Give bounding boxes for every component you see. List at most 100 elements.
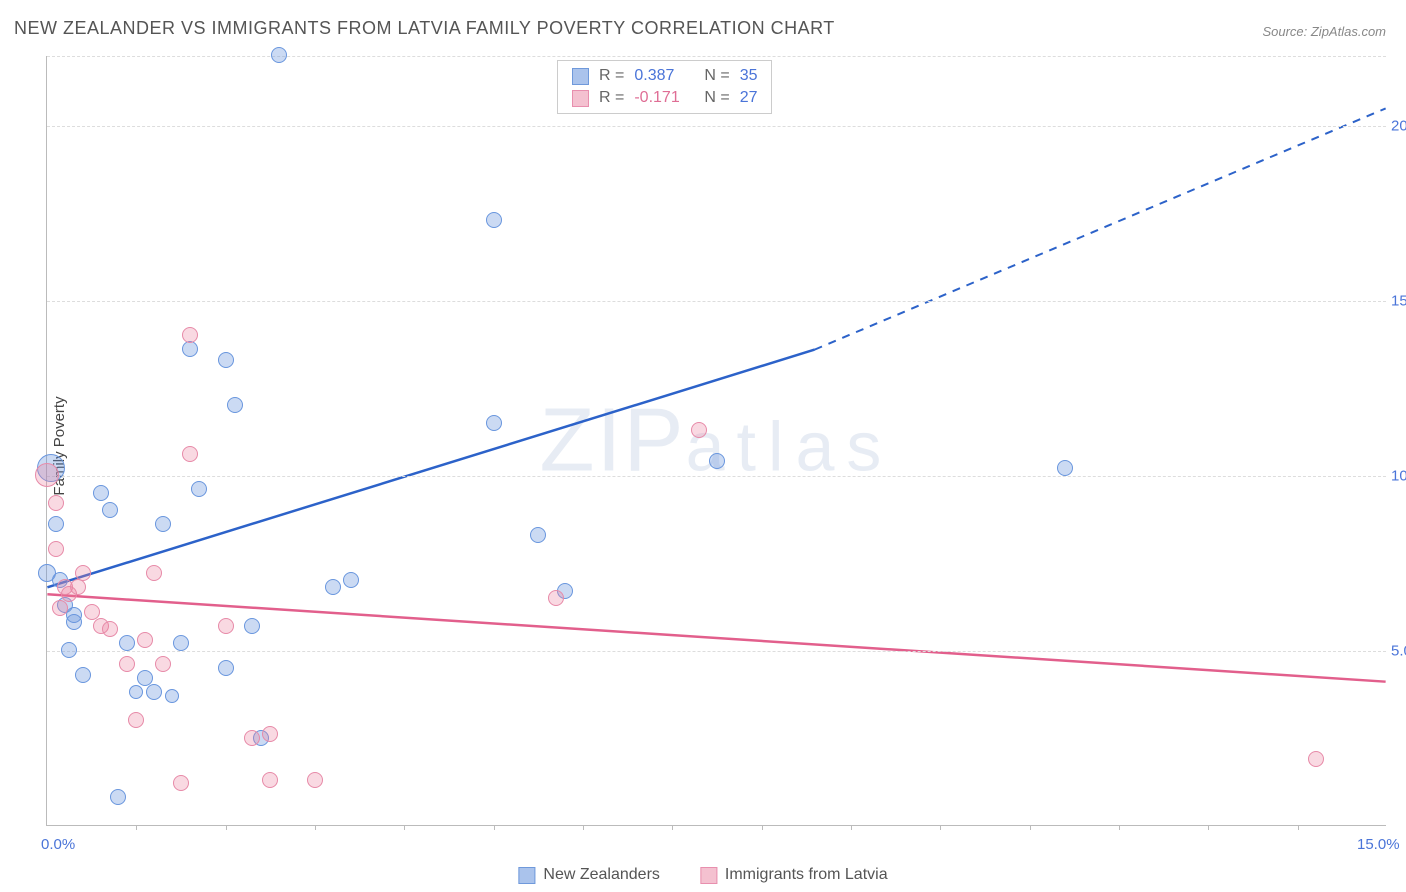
x-tick-mark	[851, 825, 852, 830]
data-point	[129, 685, 143, 699]
x-tick-mark	[1298, 825, 1299, 830]
data-point	[486, 415, 502, 431]
gridline	[47, 126, 1386, 127]
data-point	[52, 600, 68, 616]
watermark-atlas: atlas	[686, 407, 894, 485]
data-point	[182, 446, 198, 462]
legend-item: New Zealanders	[518, 866, 660, 884]
data-point	[1057, 460, 1073, 476]
data-point	[119, 635, 135, 651]
data-point	[182, 327, 198, 343]
data-point	[173, 635, 189, 651]
series-swatch	[572, 90, 589, 107]
gridline	[47, 301, 1386, 302]
chart-container: NEW ZEALANDER VS IMMIGRANTS FROM LATVIA …	[0, 0, 1406, 892]
data-point	[75, 667, 91, 683]
bottom-legend: New Zealanders Immigrants from Latvia	[518, 866, 887, 884]
chart-title: NEW ZEALANDER VS IMMIGRANTS FROM LATVIA …	[14, 18, 835, 39]
data-point	[691, 422, 707, 438]
trend-line	[47, 350, 814, 588]
data-point	[119, 656, 135, 672]
data-point	[128, 712, 144, 728]
data-point	[218, 660, 234, 676]
data-point	[61, 642, 77, 658]
x-tick-mark	[762, 825, 763, 830]
data-point	[325, 579, 341, 595]
data-point	[191, 481, 207, 497]
y-tick-label: 20.0%	[1391, 118, 1406, 135]
x-tick-mark	[226, 825, 227, 830]
data-point	[262, 726, 278, 742]
legend-swatch	[518, 867, 535, 884]
legend-item: Immigrants from Latvia	[700, 866, 888, 884]
r-label: R =	[599, 67, 624, 85]
n-label: N =	[704, 89, 729, 107]
data-point	[218, 352, 234, 368]
gridline	[47, 651, 1386, 652]
trend-lines-svg	[47, 56, 1386, 825]
data-point	[709, 453, 725, 469]
data-point	[35, 463, 59, 487]
x-tick-mark	[494, 825, 495, 830]
data-point	[173, 775, 189, 791]
data-point	[165, 689, 179, 703]
data-point	[102, 502, 118, 518]
data-point	[102, 621, 118, 637]
r-label: R =	[599, 89, 624, 107]
data-point	[48, 541, 64, 557]
n-value: 35	[740, 67, 758, 85]
data-point	[137, 632, 153, 648]
data-point	[146, 565, 162, 581]
data-point	[93, 485, 109, 501]
data-point	[218, 618, 234, 634]
n-label: N =	[704, 67, 729, 85]
data-point	[70, 579, 86, 595]
x-tick-mark	[583, 825, 584, 830]
legend-swatch	[700, 867, 717, 884]
data-point	[262, 772, 278, 788]
data-point	[548, 590, 564, 606]
gridline	[47, 56, 1386, 57]
x-tick-mark	[672, 825, 673, 830]
y-tick-label: 15.0%	[1391, 293, 1406, 310]
data-point	[530, 527, 546, 543]
data-point	[75, 565, 91, 581]
x-tick-mark	[940, 825, 941, 830]
data-point	[486, 212, 502, 228]
data-point	[155, 656, 171, 672]
x-tick-mark	[315, 825, 316, 830]
trend-line	[47, 594, 1385, 681]
r-value: -0.171	[634, 89, 694, 107]
data-point	[244, 730, 260, 746]
data-point	[343, 572, 359, 588]
x-tick-mark	[1208, 825, 1209, 830]
source-label: Source: ZipAtlas.com	[1262, 24, 1386, 39]
data-point	[155, 516, 171, 532]
data-point	[110, 789, 126, 805]
data-point	[271, 47, 287, 63]
x-tick-mark	[1030, 825, 1031, 830]
y-tick-label: 5.0%	[1391, 643, 1406, 660]
data-point	[48, 516, 64, 532]
watermark-zip: ZIP	[540, 390, 686, 490]
x-tick-mark	[404, 825, 405, 830]
plot-area: ZIPatlas R =0.387N =35R =-0.171N =27 5.0…	[46, 56, 1386, 826]
stats-box: R = 0.387 N = 35 R = -0.171 N = 27	[557, 60, 772, 114]
legend-label: New Zealanders	[543, 866, 660, 884]
data-point	[307, 772, 323, 788]
data-point	[146, 684, 162, 700]
data-point	[227, 397, 243, 413]
stats-row: R = 0.387 N = 35	[572, 65, 757, 87]
x-tick-label: 15.0%	[1357, 836, 1400, 853]
r-value: 0.387	[634, 67, 694, 85]
data-point	[182, 341, 198, 357]
y-tick-label: 10.0%	[1391, 468, 1406, 485]
series-swatch	[572, 68, 589, 85]
gridline	[47, 476, 1386, 477]
n-value: 27	[740, 89, 758, 107]
data-point	[1308, 751, 1324, 767]
x-tick-label: 0.0%	[41, 836, 75, 853]
trend-line-dashed	[815, 108, 1386, 349]
x-tick-mark	[1119, 825, 1120, 830]
legend-label: Immigrants from Latvia	[725, 866, 888, 884]
